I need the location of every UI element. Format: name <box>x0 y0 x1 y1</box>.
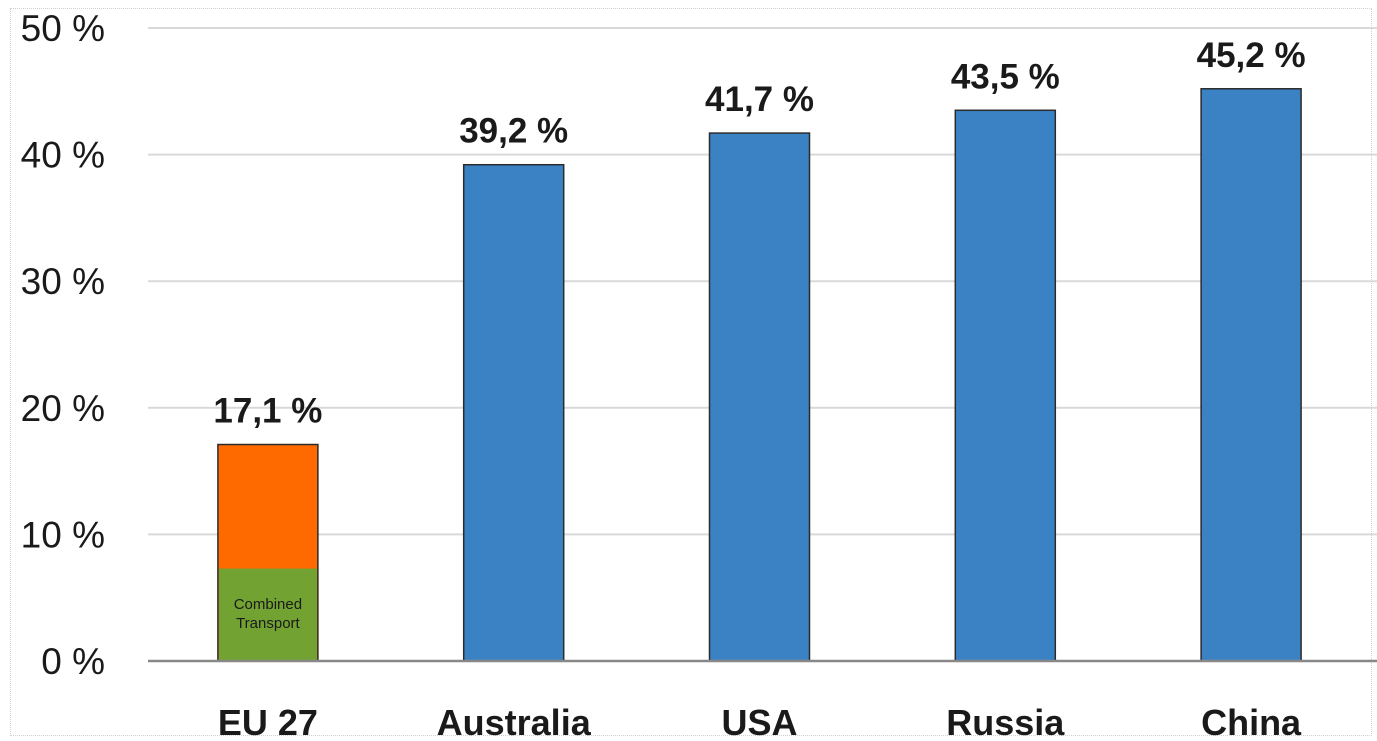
bar <box>462 163 565 662</box>
y-tick-label: 20 % <box>21 388 105 429</box>
bar-segment <box>218 568 317 661</box>
category-label: China <box>1201 702 1302 741</box>
data-labels: 17,1 % 39,2 % 41,7 % 43,5 % 45,2 % <box>213 36 1305 431</box>
category-label: Russia <box>946 702 1065 741</box>
y-tick-label: 10 % <box>21 514 105 555</box>
x-axis: EU 27 Australia USA Russia China <box>148 659 1377 741</box>
y-tick-label: 0 % <box>41 641 105 682</box>
data-label: 43,5 % <box>951 57 1060 96</box>
segment-label-line: Transport <box>236 615 300 632</box>
bar <box>954 109 1057 662</box>
data-label: 41,7 % <box>705 80 814 119</box>
data-label: 39,2 % <box>459 112 568 151</box>
bar <box>1200 88 1302 662</box>
category-label: USA <box>721 702 797 741</box>
data-label: 17,1 % <box>213 392 322 431</box>
y-axis: 0 % 10 % 20 % 30 % 40 % 50 % <box>21 8 105 682</box>
category-label: Australia <box>437 702 592 741</box>
y-tick-label: 50 % <box>21 8 105 49</box>
category-label: EU 27 <box>218 702 318 741</box>
y-tick-label: 30 % <box>21 261 105 302</box>
bar <box>708 132 811 662</box>
data-label: 45,2 % <box>1197 36 1306 75</box>
bars: Combined Transport <box>217 88 1302 662</box>
segment-label-line: Combined <box>234 596 302 613</box>
segment-label: Combined Transport <box>234 596 302 632</box>
y-tick-label: 40 % <box>21 135 105 176</box>
